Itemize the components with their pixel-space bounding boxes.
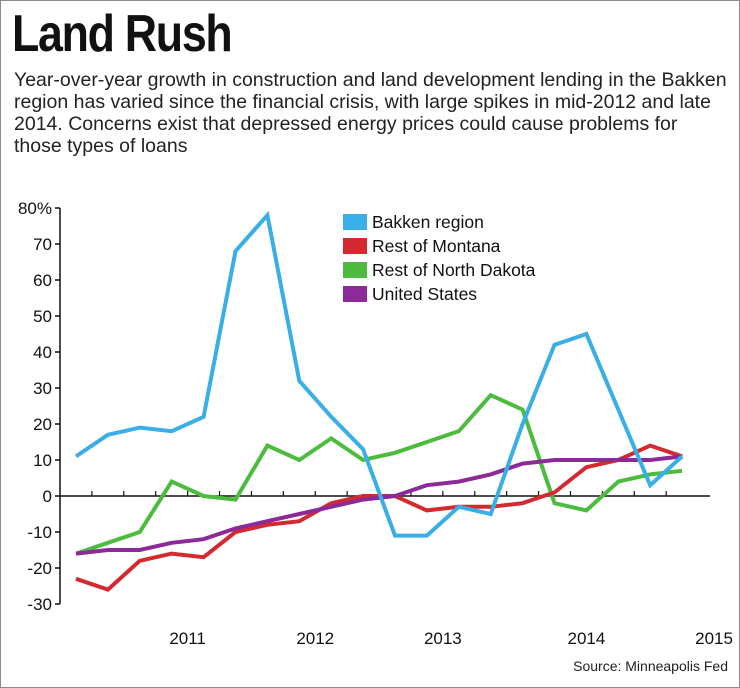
legend-swatch <box>343 286 367 302</box>
y-tick-label: 80% <box>18 199 52 218</box>
y-tick-label: -30 <box>27 595 52 614</box>
legend-swatch <box>343 262 367 278</box>
legend-label: Bakken region <box>372 212 484 232</box>
chart-title: Land Rush <box>12 5 233 63</box>
series-line-rest-of-montana <box>75 443 683 592</box>
y-tick-label: 40 <box>33 343 52 362</box>
legend-label: Rest of Montana <box>372 236 501 256</box>
chart-axes: 80% 70 60 50 40 30 20 10 0 -10 -20 -30 2011 2012 2013 2… <box>18 199 733 648</box>
y-tick-label: 10 <box>33 451 52 470</box>
chart-subtitle: Year-over-year growth in construction an… <box>14 69 727 157</box>
y-tick-label: 60 <box>33 271 52 290</box>
y-tick-label: 20 <box>33 415 52 434</box>
legend-label: Rest of North Dakota <box>372 260 536 280</box>
x-year-label: 2015 <box>695 629 733 648</box>
legend-swatch <box>343 238 367 254</box>
y-tick-label: 50 <box>33 307 52 326</box>
legend-swatch <box>343 214 367 230</box>
y-tick-label: 70 <box>33 235 52 254</box>
x-year-label: 2013 <box>424 629 462 648</box>
y-tick-label: -10 <box>27 523 52 542</box>
source-note: Source: Minneapolis Fed <box>573 658 728 674</box>
series-line-rest-of-north-dakota <box>75 392 683 556</box>
chart-series <box>74 210 684 592</box>
x-year-label: 2012 <box>296 629 334 648</box>
series-line-bakken-region <box>74 210 684 538</box>
y-tick-label: 0 <box>43 487 52 506</box>
x-year-label: 2014 <box>568 629 606 648</box>
y-tick-label: -20 <box>27 559 52 578</box>
y-tick-label: 30 <box>33 379 52 398</box>
legend-label: United States <box>372 284 477 304</box>
x-year-label: 2011 <box>169 629 206 648</box>
chart-legend: Bakken region Rest of Montana Rest of Nort… <box>343 212 536 304</box>
